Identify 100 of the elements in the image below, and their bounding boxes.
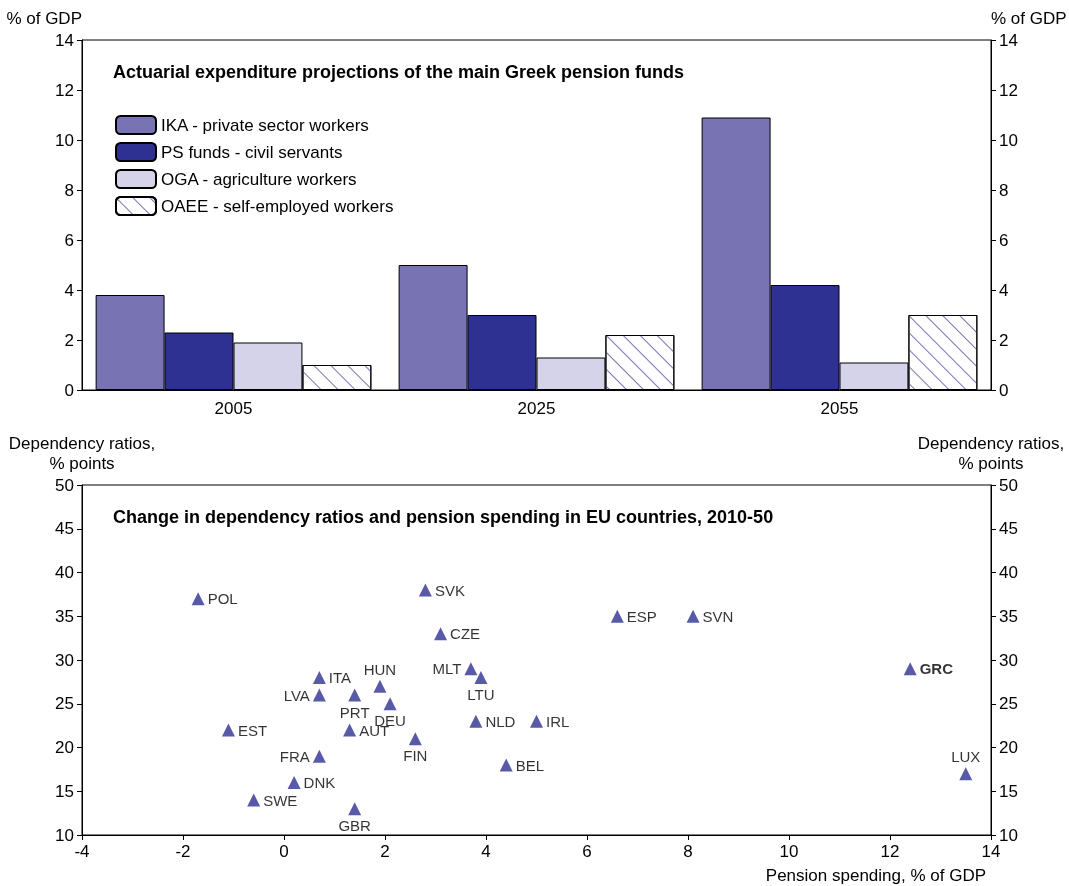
y2-tick-label: 0 <box>999 380 1009 400</box>
data-label: CZE <box>450 625 481 643</box>
x-tick-label: 0 <box>279 842 289 861</box>
point <box>287 776 301 789</box>
y2-tick-label: 14 <box>999 30 1018 50</box>
x-tick-label: 8 <box>683 842 693 861</box>
data-label: NLD <box>485 712 516 730</box>
y2-tick-label: 20 <box>999 738 1018 757</box>
y-tick-label: 10 <box>55 825 74 845</box>
y-tick-label: 6 <box>64 230 74 250</box>
data-label: BEL <box>515 756 545 774</box>
point <box>469 714 483 728</box>
text: Change in dependency ratios and pension spending in EU countries, 2010-50 <box>113 507 774 527</box>
data-label: SWE <box>263 791 298 809</box>
point <box>343 723 357 737</box>
y-axis-title: Dependency ratios, % points <box>8 433 156 473</box>
x-tick-label: 2025 <box>517 399 556 418</box>
y2-tick-label: 30 <box>999 650 1018 670</box>
y2-tick-label: 45 <box>999 519 1018 539</box>
y-tick-label: 35 <box>55 606 74 626</box>
point <box>247 793 261 807</box>
y-tick-label: 20 <box>55 738 74 757</box>
x-tick-label: 6 <box>582 842 592 861</box>
y-tick-label: 10 <box>55 130 74 150</box>
x-tick-label: 14 <box>981 842 1001 861</box>
point <box>348 802 362 816</box>
y2-tick-label: 35 <box>999 606 1018 626</box>
y-tick-label: 25 <box>55 694 74 714</box>
data-label: SVN <box>702 607 734 625</box>
data-label: LTU <box>467 686 495 703</box>
y-tick-label: 12 <box>55 80 74 100</box>
x-tick-label: 4 <box>481 842 491 861</box>
x-tick-label: 2055 <box>820 399 859 418</box>
y2-tick-label: 15 <box>999 781 1018 801</box>
y2-tick-label: 25 <box>999 694 1018 714</box>
x-tick-label: 2 <box>380 842 390 861</box>
point <box>348 688 362 702</box>
x-tick-label: 2005 <box>214 399 253 418</box>
data-label: HUN <box>363 660 397 678</box>
y-tick-label: 30 <box>55 650 74 670</box>
y2-tick-label: 2 <box>999 330 1009 350</box>
data-label: POL <box>207 590 238 608</box>
point <box>610 609 624 623</box>
x-tick-label: -2 <box>175 842 191 861</box>
point <box>903 662 917 676</box>
point <box>312 688 326 702</box>
y-tick-label: 0 <box>64 380 74 400</box>
y2-tick-label: 40 <box>999 563 1018 582</box>
point <box>191 592 205 606</box>
y-tick-label: 40 <box>55 563 74 582</box>
legend-label: PS funds - civil servants <box>161 142 343 162</box>
point <box>312 671 326 684</box>
text: Actuarial expenditure projections of the main Greek pension funds <box>113 62 685 82</box>
data-label: LUX <box>951 748 981 766</box>
data-label: IRL <box>546 712 570 730</box>
point <box>464 662 478 676</box>
y2-tick-label: 50 <box>999 475 1018 495</box>
legend-label: IKA - private sector workers <box>161 115 369 135</box>
point <box>373 679 387 693</box>
point <box>499 758 513 772</box>
data-label: ESP <box>626 607 657 625</box>
data-label: GBR <box>338 817 372 835</box>
x-axis-title: Pension spending, % of GDP <box>765 866 986 885</box>
data-label: PRT <box>339 703 370 721</box>
point <box>383 697 397 711</box>
y2-tick-label: 8 <box>999 180 1009 200</box>
y-tick-label: 14 <box>55 30 74 50</box>
y-tick-label: 15 <box>55 781 74 801</box>
point <box>408 732 422 746</box>
x-tick-label: -4 <box>74 842 90 861</box>
data-label: MLT <box>432 660 462 678</box>
y2-axis-title: Dependency ratios, % points <box>917 433 1065 473</box>
data-label: GRC <box>919 660 954 678</box>
point <box>959 767 973 781</box>
y-tick-label: 4 <box>64 280 74 300</box>
point <box>434 627 448 641</box>
x-tick-label: 10 <box>779 842 799 861</box>
y-tick-label: 50 <box>55 475 74 495</box>
y-tick-label: 45 <box>55 519 74 539</box>
y2-tick-label: 4 <box>999 280 1009 300</box>
y-tick-label: 8 <box>64 180 74 200</box>
legend-label: OGA - agriculture workers <box>161 169 357 189</box>
point <box>418 583 432 597</box>
x-tick-label: 12 <box>880 842 900 861</box>
y2-axis-title: % of GDP <box>991 8 1067 28</box>
legend-label: OAEE - self-employed workers <box>161 196 394 216</box>
data-label: LVA <box>283 686 310 704</box>
y2-tick-label: 6 <box>999 230 1009 250</box>
data-label: ITA <box>328 669 352 686</box>
point <box>312 749 326 763</box>
point <box>530 714 543 728</box>
y2-tick-label: 10 <box>999 130 1018 150</box>
data-label: FRA <box>279 747 310 765</box>
point <box>686 609 700 623</box>
y-axis-title: % of GDP <box>6 8 82 28</box>
data-label: DNK <box>303 774 336 791</box>
y2-tick-label: 12 <box>999 80 1018 100</box>
point <box>474 671 488 684</box>
point <box>221 723 235 737</box>
y-tick-label: 2 <box>64 330 74 350</box>
